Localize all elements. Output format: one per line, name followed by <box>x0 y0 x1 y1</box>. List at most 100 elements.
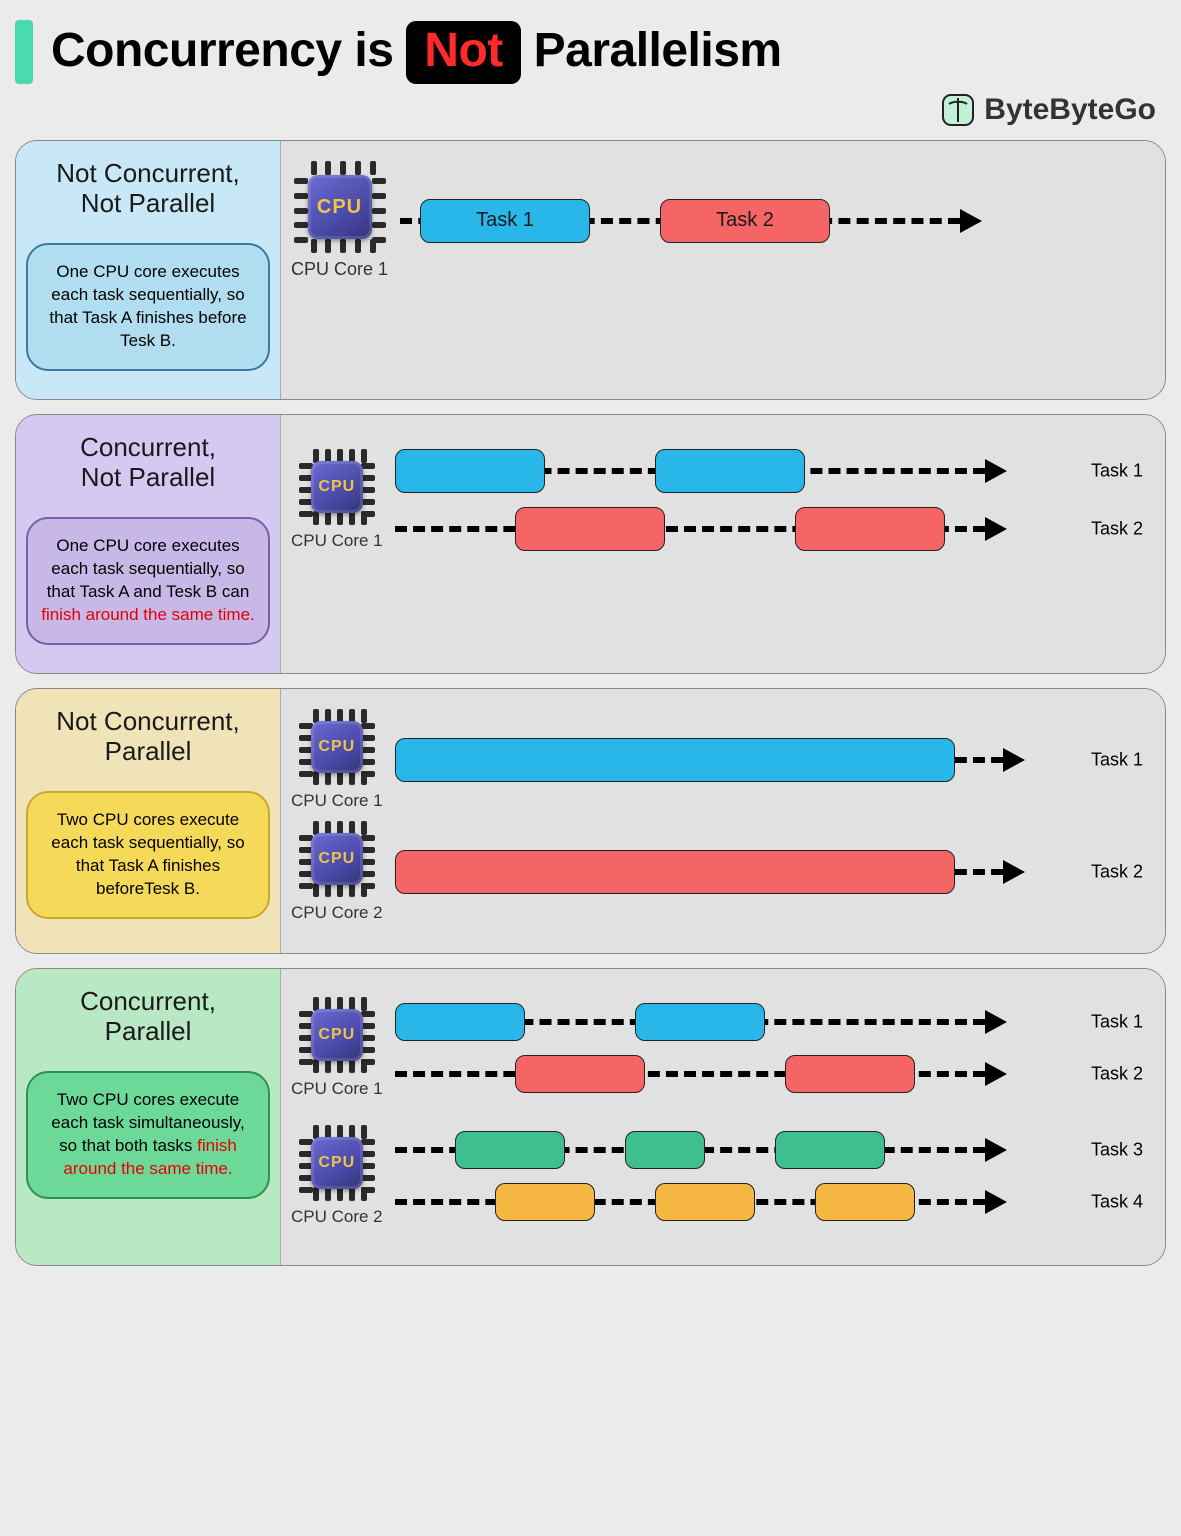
cpu-chip-icon: CPU <box>294 161 386 253</box>
lane-label: Task 1 <box>1091 461 1143 482</box>
title-post: Parallelism <box>521 24 782 77</box>
panel-left: Not Concurrent,Parallel Two CPU cores exe… <box>16 689 281 953</box>
desc-highlight: finish around the same time. <box>41 605 255 624</box>
timeline-lane: Task 1 Task 2 <box>400 199 1071 243</box>
panel-title: Concurrent,Not Parallel <box>80 433 216 493</box>
arrow-icon <box>985 1062 1007 1086</box>
lanes-wrap: Task 1 Task 2 <box>395 435 1151 565</box>
task-block <box>655 449 805 493</box>
cpu-chip-icon: CPU <box>299 821 375 897</box>
title-not-box: Not <box>406 21 520 84</box>
task-block <box>785 1055 915 1093</box>
diagram-row: CPU CPU Core 1 Task 1 Task 2 <box>291 161 1151 280</box>
task-block <box>455 1131 565 1169</box>
timeline-lane: Task 2 <box>395 507 1071 551</box>
diagram-row: CPU CPU Core 2 Task 2 <box>291 821 1151 923</box>
cpu-chip-label: CPU <box>308 175 372 239</box>
panel-right: CPUCPU Core 1Task 1Task 2CPUCPU Core 2Ta… <box>281 969 1165 1265</box>
desc-text: One CPU core executes each task sequenti… <box>47 536 250 601</box>
task-block <box>395 1003 525 1041</box>
panel-description: One CPU core executes each task sequenti… <box>26 243 270 371</box>
lane-label: Task 1 <box>1091 1012 1143 1033</box>
timeline-lane: Task 1 <box>395 449 1071 493</box>
panel-description: Two CPU cores execute each task simultan… <box>26 1071 270 1199</box>
task-block: Task 1 <box>420 199 590 243</box>
panel-title: Not Concurrent,Parallel <box>56 707 240 767</box>
arrow-icon <box>985 1138 1007 1162</box>
task-block <box>395 850 955 894</box>
brand-row: ByteByteGo <box>15 92 1166 128</box>
diagram-row: CPUCPU Core 2Task 3Task 4 <box>291 1117 1151 1235</box>
lanes-wrap: Task 1 Task 2 <box>400 185 1151 257</box>
arrow-icon <box>1003 748 1025 772</box>
lane-label: Task 2 <box>1091 1064 1143 1085</box>
arrow-icon <box>985 1190 1007 1214</box>
cpu-unit: CPU CPU Core 2 <box>291 821 383 923</box>
panel-title: Concurrent,Parallel <box>80 987 216 1047</box>
panel-left: Concurrent,Not Parallel One CPU core exec… <box>16 415 281 673</box>
cpu-core-label: CPU Core 1 <box>291 791 383 811</box>
diagram-row: CPU CPU Core 1 Task 1 Task 2 <box>291 989 1151 1107</box>
diagram-row: CPU CPU Core 1 Task 1 <box>291 709 1151 811</box>
lane-label: Task 4 <box>1091 1192 1143 1213</box>
cpu-core-label: CPU Core 1 <box>291 1079 383 1099</box>
task-block: Task 2 <box>660 199 830 243</box>
task-block <box>395 738 955 782</box>
lanes-wrap: Task 1 Task 2 <box>395 989 1151 1107</box>
cpu-core-label: CPU Core 2 <box>291 903 383 923</box>
timeline-lane: Task 1 <box>395 1003 1071 1041</box>
panel-left: Not Concurrent,Not Parallel One CPU core … <box>16 141 281 399</box>
cpu-unit: CPUCPU Core 2 <box>291 1125 383 1227</box>
timeline-lane: Task 1 <box>395 738 1071 782</box>
diagram-panel: Not Concurrent,Not Parallel One CPU core … <box>15 140 1166 400</box>
panel-title-line: Parallel <box>56 737 240 767</box>
arrow-icon <box>1003 860 1025 884</box>
panel-right: CPU CPU Core 1 Task 1 CPU CPU Core 2 Task 2 <box>281 689 1165 953</box>
cpu-chip-label: CPU <box>311 721 363 773</box>
task-block <box>515 507 665 551</box>
arrow-icon <box>985 1010 1007 1034</box>
task-block <box>635 1003 765 1041</box>
arrow-icon <box>985 517 1007 541</box>
task-block <box>775 1131 885 1169</box>
cpu-chip-label: CPU <box>311 833 363 885</box>
cpu-core-label: CPU Core 1 <box>291 531 383 551</box>
task-block <box>515 1055 645 1093</box>
diagram-panel: Concurrent,Not Parallel One CPU core exec… <box>15 414 1166 674</box>
cpu-unit: CPU CPU Core 1 <box>291 161 388 280</box>
panels-container: Not Concurrent,Not Parallel One CPU core … <box>15 140 1166 1266</box>
cpu-unit: CPU CPU Core 1 <box>291 997 383 1099</box>
cpu-chip-label: CPU <box>311 1009 363 1061</box>
arrow-icon <box>960 209 982 233</box>
cpu-chip-label: CPU <box>311 1137 363 1189</box>
task-block <box>625 1131 705 1169</box>
task-block <box>815 1183 915 1221</box>
lanes-wrap: Task 1 <box>395 724 1151 796</box>
panel-left: Concurrent,Parallel Two CPU cores execute… <box>16 969 281 1265</box>
panel-title-line: Concurrent, <box>80 433 216 463</box>
diagram-panel: Concurrent,Parallel Two CPU cores execute… <box>15 968 1166 1266</box>
timeline-lane: Task 2 <box>395 850 1071 894</box>
timeline-lane: Task 2 <box>395 1055 1071 1093</box>
cpu-chip-icon: CPU <box>299 709 375 785</box>
panel-title: Not Concurrent,Not Parallel <box>56 159 240 219</box>
arrow-icon <box>985 459 1007 483</box>
lanes-wrap: Task 3Task 4 <box>395 1117 1151 1235</box>
desc-text: Two CPU cores execute each task sequenti… <box>51 810 244 898</box>
lane-label: Task 2 <box>1091 862 1143 883</box>
panel-title-line: Not Concurrent, <box>56 159 240 189</box>
timeline-lane: Task 4 <box>395 1183 1071 1221</box>
task-block <box>395 449 545 493</box>
panel-title-line: Parallel <box>80 1017 216 1047</box>
brand-name: ByteByteGo <box>984 93 1156 127</box>
diagram-panel: Not Concurrent,Parallel Two CPU cores exe… <box>15 688 1166 954</box>
brand-logo-icon <box>940 92 976 128</box>
accent-bar <box>15 20 33 84</box>
lane-label: Task 2 <box>1091 519 1143 540</box>
lane-label: Task 1 <box>1091 750 1143 771</box>
panel-title-line: Concurrent, <box>80 987 216 1017</box>
cpu-chip-icon: CPU <box>299 997 375 1073</box>
panel-title-line: Not Concurrent, <box>56 707 240 737</box>
page-title: Concurrency is Not Parallelism <box>51 21 782 84</box>
cpu-core-label: CPU Core 1 <box>291 259 388 280</box>
